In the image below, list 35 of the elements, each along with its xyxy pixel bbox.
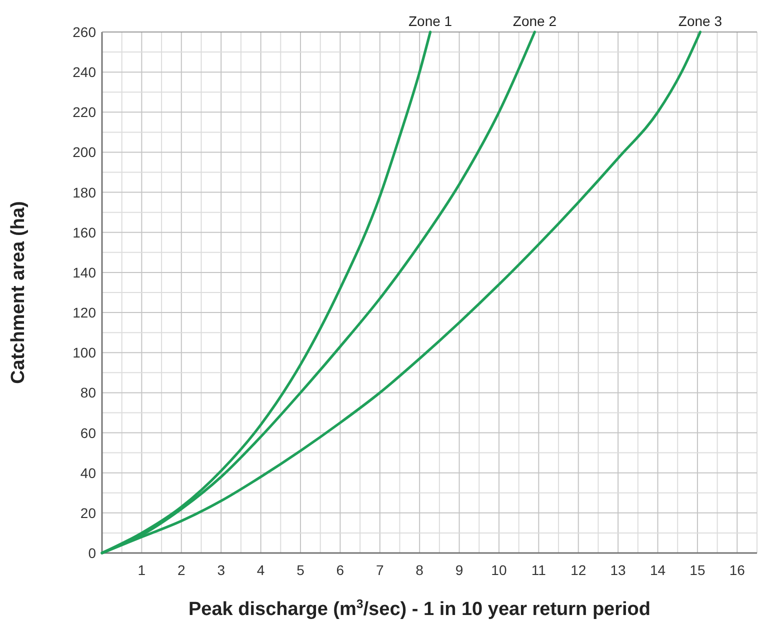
x-tick-label: 3 — [217, 562, 226, 578]
x-tick-label: 6 — [336, 562, 344, 578]
y-tick-label: 180 — [72, 184, 96, 200]
y-tick-label: 140 — [72, 264, 96, 280]
y-tick-label: 80 — [80, 384, 96, 401]
x-tick-label: 5 — [296, 562, 305, 578]
y-tick-label: 60 — [80, 424, 96, 441]
x-axis-title: Peak discharge (m$^{3}$/sec) - 1 in 10 year return period — [188, 597, 651, 620]
x-tick-label: 2 — [177, 562, 186, 578]
x-tick-label: 8 — [416, 562, 424, 578]
y-tick-label: 220 — [72, 104, 96, 120]
x-tick-label: 1 — [138, 562, 146, 578]
x-tick-label: 7 — [376, 562, 384, 578]
x-tick-label: 15 — [690, 562, 706, 578]
y-tick-label: 120 — [72, 304, 96, 321]
y-tick-label: 100 — [72, 344, 96, 361]
x-tick-label: 13 — [610, 562, 626, 578]
series-label: Zone 2 — [512, 13, 557, 29]
y-tick-label: 20 — [80, 504, 96, 521]
y-tick-label: 260 — [72, 24, 96, 40]
x-tick-label: 10 — [491, 562, 507, 578]
series-label: Zone 1 — [408, 13, 452, 29]
x-tick-label: 14 — [650, 562, 666, 578]
y-axis-title: Catchment area (ha) — [8, 201, 29, 384]
x-tick-label: 4 — [256, 562, 265, 578]
y-tick-label: 160 — [72, 224, 96, 240]
x-tick-label: 16 — [729, 562, 746, 578]
y-tick-label: 240 — [72, 64, 96, 80]
y-tick-label: 200 — [72, 144, 96, 160]
x-tick-label: 11 — [531, 562, 546, 578]
series-label: Zone 3 — [678, 13, 722, 29]
x-tick-label: 9 — [455, 562, 464, 578]
x-tick-label: 12 — [570, 562, 586, 578]
y-tick-label: 0 — [88, 545, 96, 561]
y-tick-label: 40 — [80, 464, 96, 481]
